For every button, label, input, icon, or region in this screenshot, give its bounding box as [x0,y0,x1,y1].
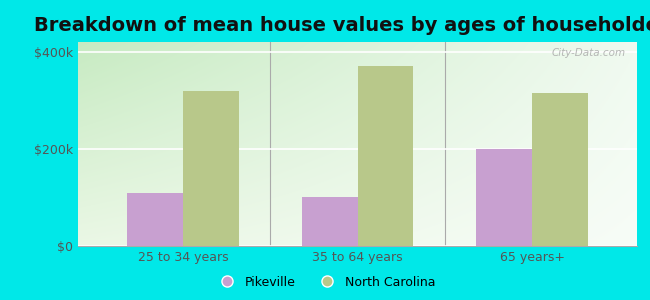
Title: Breakdown of mean house values by ages of householders: Breakdown of mean house values by ages o… [34,16,650,35]
Legend: Pikeville, North Carolina: Pikeville, North Carolina [210,271,440,294]
Bar [532,93,588,246]
Bar [183,91,239,246]
Bar [476,149,532,246]
Text: City-Data.com: City-Data.com [552,48,626,58]
Bar [358,66,413,246]
Bar [302,197,358,246]
Bar [127,193,183,246]
